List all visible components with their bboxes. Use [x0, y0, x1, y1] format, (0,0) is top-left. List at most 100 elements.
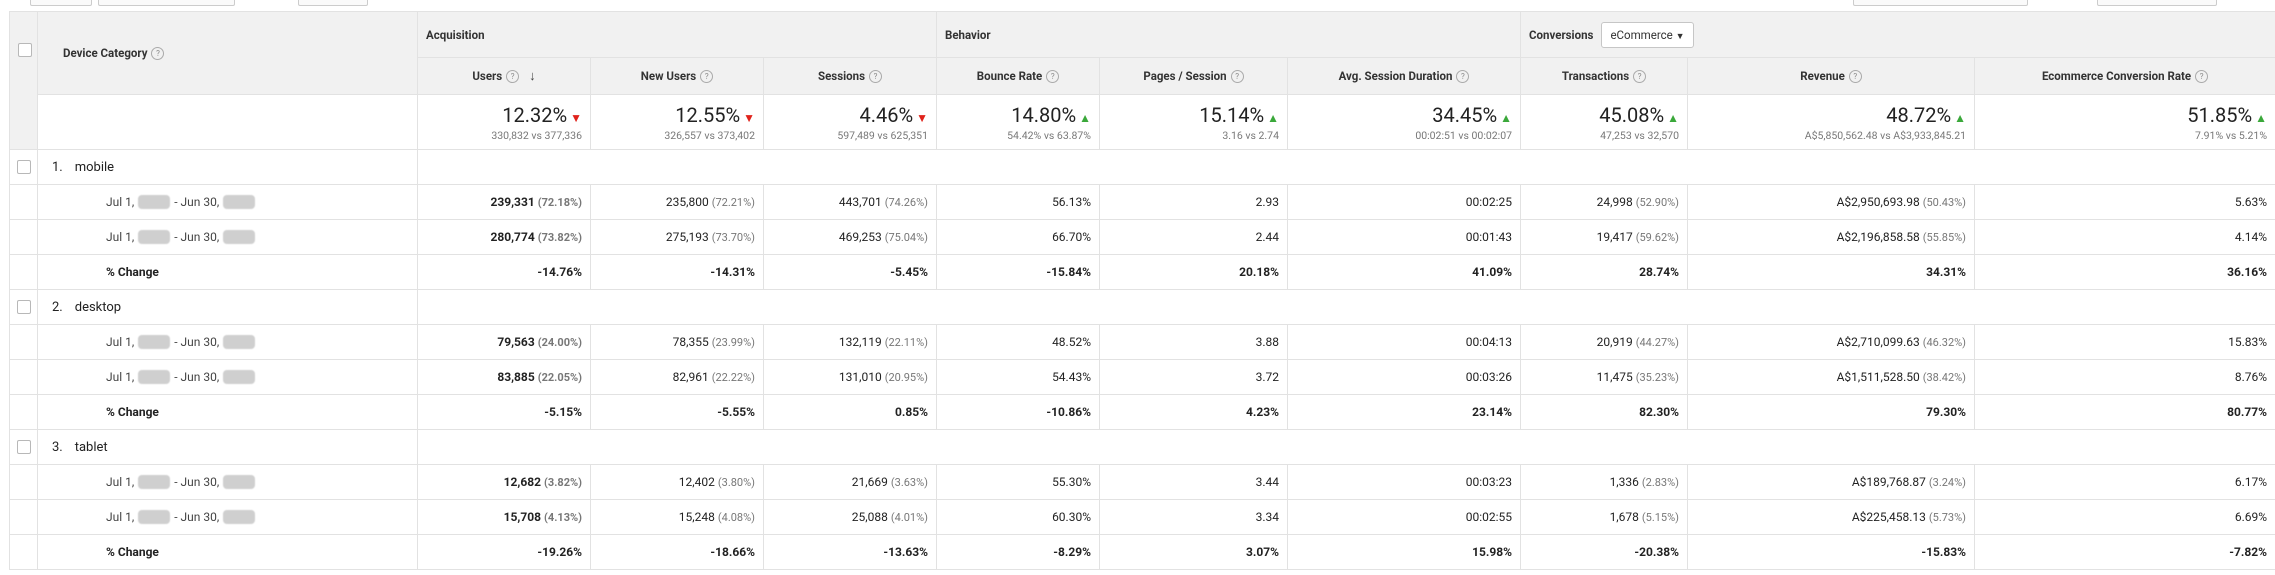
date-start: Jul 1, — [106, 334, 135, 349]
metric-share: (52.90%) — [1635, 196, 1680, 209]
conversions-dropdown[interactable]: eCommerce ▼ — [1601, 21, 1694, 48]
metric-share: (38.42%) — [1922, 371, 1967, 384]
total-compare: 597,489 vs 625,351 — [837, 128, 928, 142]
metric-value: 2.93 — [1255, 195, 1279, 209]
total-change-value: 51.85% — [2187, 102, 2253, 127]
metric-value: 1,678 — [1609, 510, 1639, 524]
metric-value: 1,336 — [1609, 475, 1639, 489]
row-checkbox[interactable] — [16, 440, 31, 455]
total-compare: 47,253 vs 32,570 — [1600, 128, 1680, 142]
total-compare: 7.91% vs 5.21% — [2194, 128, 2268, 142]
metric-share: (24.00%) — [537, 336, 582, 349]
metric-value-cell: 3.34 — [1099, 499, 1288, 535]
percent-change-value: -10.86% — [936, 394, 1100, 430]
date-end: Jun 30, — [177, 509, 220, 524]
sort-down-icon[interactable]: ↓ — [529, 69, 536, 84]
percent-change-value: 41.09% — [1286, 254, 1522, 290]
row-dimension-link[interactable]: mobile — [74, 159, 115, 175]
group-filler — [416, 149, 2275, 185]
metric-share: (4.08%) — [717, 511, 755, 524]
toolbar-button[interactable] — [98, 0, 235, 6]
help-icon[interactable]: ? — [1456, 70, 1470, 84]
metric-header-users[interactable]: Users? ↓ — [417, 57, 591, 95]
total-cell: 45.08% ▲ 47,253 vs 32,570 — [1520, 94, 1689, 150]
metric-value: 21,669 — [851, 475, 888, 489]
group-label: Conversions — [1529, 27, 1594, 42]
group-name-cell[interactable]: 2. desktop — [37, 289, 418, 325]
dimension-header[interactable]: Device Category? — [37, 11, 418, 95]
percent-change-value: 79.30% — [1687, 394, 1976, 430]
metric-label: Users — [472, 69, 503, 83]
help-icon[interactable]: ? — [506, 70, 520, 84]
metric-value: 55.30% — [1052, 475, 1091, 489]
help-icon[interactable]: ? — [869, 70, 882, 84]
metric-header-avg-session-duration[interactable]: Avg. Session Duration? — [1286, 57, 1522, 95]
total-compare: 00:02:51 vs 00:02:07 — [1415, 128, 1513, 142]
help-icon[interactable]: ? — [1848, 70, 1862, 84]
metric-share: (22.22%) — [711, 371, 755, 384]
help-icon[interactable]: ? — [1633, 70, 1647, 84]
metric-header-bounce-rate[interactable]: Bounce Rate? — [936, 57, 1100, 95]
metric-label: Sessions — [818, 68, 865, 83]
metric-share: (46.32%) — [1922, 336, 1967, 349]
total-change: 14.80% ▲ — [945, 103, 1091, 127]
empty-cell — [9, 499, 38, 535]
select-all-checkbox[interactable] — [18, 42, 32, 57]
row-dimension-link[interactable]: tablet — [74, 439, 108, 455]
help-icon[interactable]: ? — [2195, 70, 2209, 84]
date-sep: - — [174, 509, 178, 524]
date-sep: - — [174, 229, 178, 244]
metric-value-cell: 469,253 (75.04%) — [763, 219, 937, 255]
metric-value-cell: 24,998 (52.90%) — [1520, 184, 1689, 220]
total-change: 34.45% ▲ — [1296, 103, 1512, 127]
row-checkbox[interactable] — [16, 300, 31, 315]
metric-value-cell: 239,331 (72.18%) — [417, 184, 591, 220]
toolbar-button[interactable] — [30, 0, 92, 6]
total-change-value: 14.80% — [1011, 102, 1077, 127]
toolbar-search[interactable] — [1853, 0, 2028, 6]
metric-value-cell: 56.13% — [936, 184, 1100, 220]
row-dimension-link[interactable]: desktop — [74, 299, 122, 315]
percent-change-value: -7.82% — [1974, 534, 2275, 570]
total-cell: 51.85% ▲ 7.91% vs 5.21% — [1974, 94, 2275, 150]
redacted-year — [223, 370, 256, 385]
total-compare: A$5,850,562.48 vs A$3,933,845.21 — [1804, 128, 1967, 142]
metric-header-revenue[interactable]: Revenue? — [1687, 57, 1976, 95]
group-name-cell[interactable]: 3. tablet — [37, 429, 418, 465]
metric-header-transactions[interactable]: Transactions? — [1520, 57, 1689, 95]
metric-header-new-users[interactable]: New Users? — [590, 57, 764, 95]
metric-value-cell: 00:02:25 — [1286, 184, 1522, 220]
metric-share: (72.21%) — [711, 196, 755, 209]
percent-change-value: -8.29% — [936, 534, 1100, 570]
metric-header-ecommerce-conversion-rate[interactable]: Ecommerce Conversion Rate? — [1974, 57, 2275, 95]
help-icon[interactable]: ? — [700, 70, 714, 84]
metric-value: 8.76% — [2234, 370, 2268, 384]
group-name-cell[interactable]: 1. mobile — [37, 149, 418, 185]
metric-header-sessions[interactable]: Sessions? — [763, 57, 937, 95]
metric-share: (3.82%) — [544, 476, 582, 489]
row-checkbox[interactable] — [16, 160, 31, 175]
metric-value-cell: 78,355 (23.99%) — [590, 324, 764, 360]
metric-label: Revenue — [1800, 68, 1845, 83]
date-range-row: Jul 1, - Jun 30, 83,885 (22.05%) 82,961 (22.2… — [9, 359, 2275, 395]
date-start: Jul 1, — [106, 474, 135, 489]
metric-value-cell: 12,402 (3.80%) — [590, 464, 764, 500]
metric-value-cell: A$2,196,858.58 (55.85%) — [1687, 219, 1976, 255]
metric-value-cell: 25,088 (4.01%) — [763, 499, 937, 535]
metric-share: (23.99%) — [711, 336, 755, 349]
metric-value: 11,475 — [1596, 370, 1633, 384]
help-icon[interactable]: ? — [151, 47, 165, 61]
metric-value-cell: 54.43% — [936, 359, 1100, 395]
metric-value: 235,800 — [665, 195, 709, 209]
metric-label: Pages / Session — [1143, 68, 1227, 83]
view-toggle-buttons[interactable] — [2097, 0, 2217, 6]
redacted-year — [138, 475, 171, 490]
toolbar-button[interactable] — [298, 0, 368, 6]
metric-value: 00:03:26 — [1465, 370, 1513, 384]
empty-cell — [9, 184, 38, 220]
help-icon[interactable]: ? — [1230, 70, 1244, 84]
arrow-up-icon: ▲ — [1079, 110, 1091, 125]
help-icon[interactable]: ? — [1046, 70, 1060, 84]
metric-value-cell: 00:03:26 — [1286, 359, 1522, 395]
metric-header-pages-session[interactable]: Pages / Session? — [1099, 57, 1288, 95]
